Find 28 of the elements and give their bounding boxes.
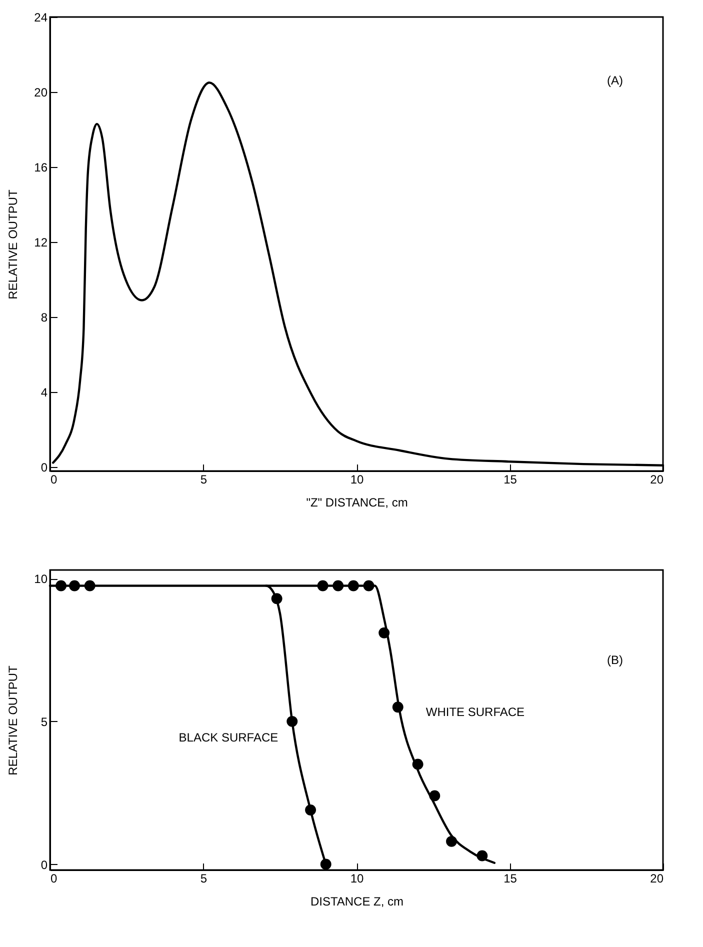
y-axis-title: RELATIVE OUTPUT	[6, 664, 20, 776]
y-axis-title: RELATIVE OUTPUT	[6, 188, 20, 300]
x-tick-label: 5	[200, 872, 208, 886]
y-tick-label: 0	[40, 460, 48, 475]
x-tick-label: 5	[200, 472, 208, 486]
x-tick-label: 0	[50, 472, 58, 486]
series-label: WHITE SURFACE	[426, 705, 525, 720]
x-tick-label: 15	[504, 872, 518, 886]
y-tick-label: 16	[34, 160, 48, 175]
y-tick-label: 4	[40, 386, 48, 400]
x-tick-label: 15	[504, 472, 518, 486]
annotation: (B)	[607, 653, 623, 667]
annotation: (A)	[607, 74, 623, 88]
y-tick-label: 12	[34, 236, 48, 250]
x-axis-title: DISTANCE Z, cm	[310, 894, 404, 908]
y-tick-label: 8	[40, 310, 48, 325]
y-tick-label: 10	[34, 572, 48, 586]
y-tick-label: 0	[40, 858, 48, 872]
x-tick-label: 10	[350, 472, 364, 486]
x-tick-label: 10	[350, 872, 364, 886]
y-tick-label: 20	[34, 86, 48, 100]
x-axis-title: "Z" DISTANCE, cm	[306, 496, 408, 510]
y-tick-label: 24	[34, 10, 48, 24]
y-tick-label: 5	[40, 714, 48, 729]
x-tick-label: 20	[650, 472, 664, 486]
x-tick-label: 0	[50, 872, 58, 886]
x-tick-label: 20	[650, 872, 664, 886]
series-label: BLACK SURFACE	[178, 730, 278, 744]
